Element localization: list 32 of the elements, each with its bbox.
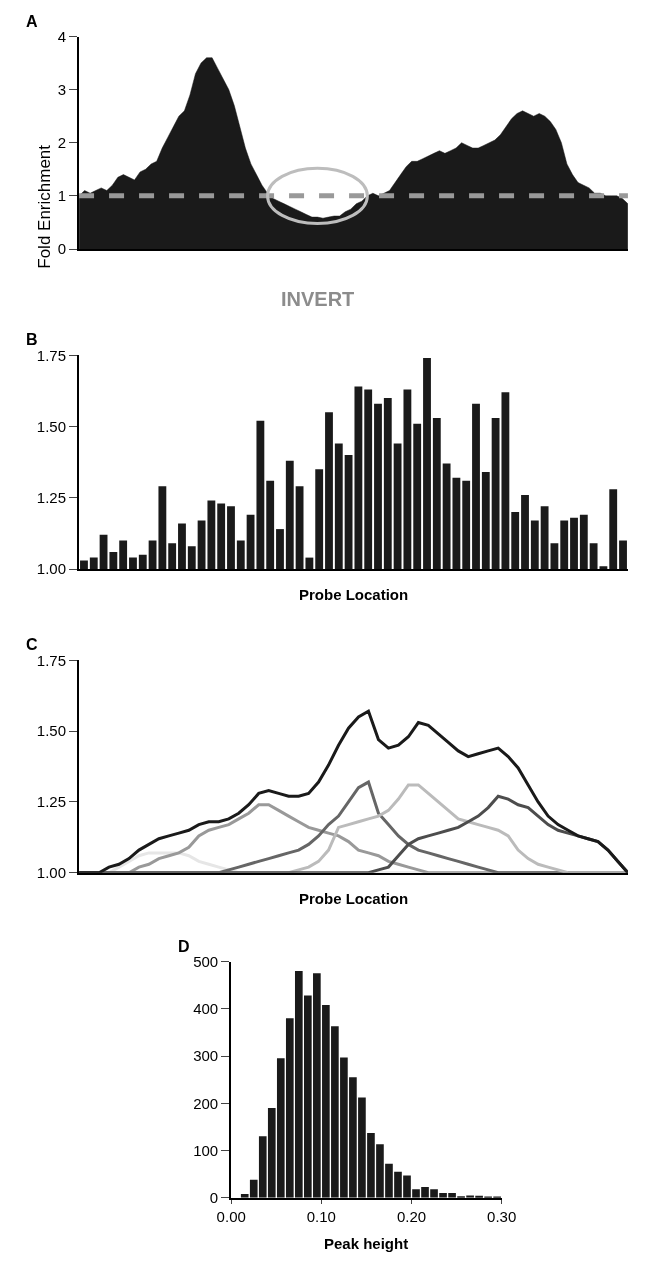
y-tick-label: 3 <box>57 80 67 98</box>
y-tick-label: 0 <box>57 240 67 258</box>
y-tick-label: 2 <box>57 134 67 151</box>
y-tick-label: 1 <box>57 187 67 205</box>
chart-title: A <box>26 13 38 30</box>
y-tick-label: 1.50 <box>36 417 67 435</box>
x-axis-title: Peak height <box>324 1235 409 1252</box>
y-tick-label: 1.25 <box>36 489 67 506</box>
y-tick-label: 1.50 <box>36 722 67 740</box>
y-tick-label: 4 <box>57 27 67 45</box>
y-tick-label: 100 <box>193 1141 219 1159</box>
chart-title: B <box>26 331 38 348</box>
x-tick-label: 0.00 <box>216 1207 246 1225</box>
y-tick-label: 200 <box>193 1094 219 1112</box>
y-tick-label: 1.25 <box>36 793 67 811</box>
y-tick-label: 1.00 <box>36 864 67 881</box>
chart-title: C <box>26 636 38 653</box>
y-tick-label: 1.75 <box>36 651 67 669</box>
y-tick-label: 1.75 <box>36 346 67 364</box>
text: INVERT <box>281 288 355 310</box>
x-axis-title: Probe Location <box>299 586 409 603</box>
x-tick-label: 0.10 <box>306 1207 336 1225</box>
y-tick-label: 500 <box>193 952 219 970</box>
chart-title: D <box>178 938 190 955</box>
x-axis-title: Probe Location <box>299 890 409 907</box>
x-tick-label: 0.20 <box>396 1207 427 1225</box>
y-axis-title: Fold Enrichment <box>35 144 55 269</box>
y-tick-label: 1.00 <box>36 560 67 578</box>
y-tick-label: 400 <box>193 1000 219 1017</box>
x-tick-label: 0.30 <box>487 1207 517 1225</box>
y-tick-label: 300 <box>193 1047 219 1065</box>
y-tick-label: 0 <box>209 1189 219 1206</box>
